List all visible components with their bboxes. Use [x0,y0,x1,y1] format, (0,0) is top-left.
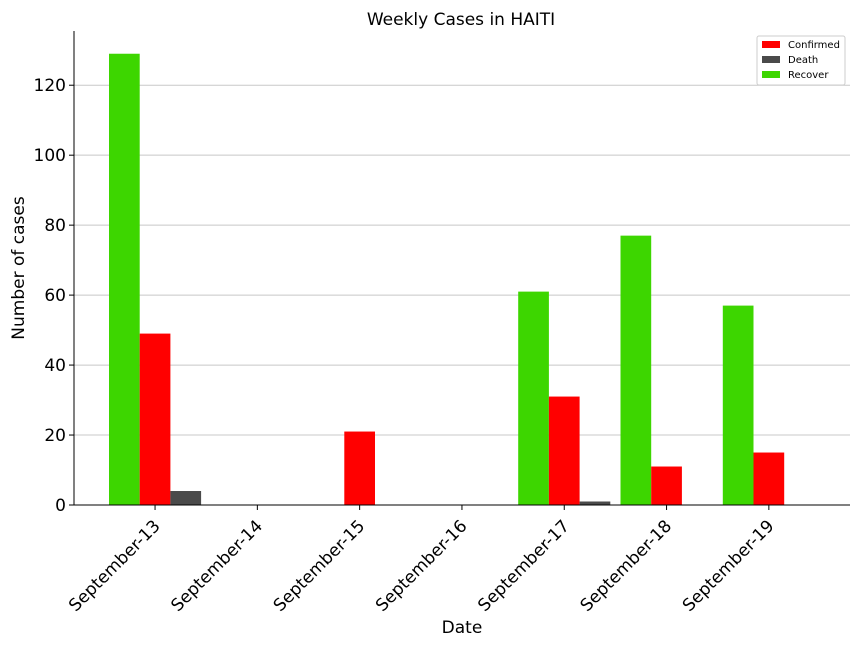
chart-title: Weekly Cases in HAITI [367,10,555,30]
bar [139,333,171,505]
gridlines [74,84,850,436]
bar [753,452,785,505]
x-tick-label: September-18 [577,516,676,615]
y-ticks: 0 20 40 60 80 100 120 [34,76,74,516]
y-tick-label: 60 [44,286,66,306]
x-axis-label: Date [442,618,483,638]
legend-swatch [762,71,780,78]
bar [344,431,375,505]
bar [579,501,611,505]
bar [170,491,202,505]
x-tick-label: September-17 [474,516,573,615]
legend-swatch [762,41,780,48]
x-tick-label: September-15 [270,516,369,615]
x-tick-label: September-19 [679,516,778,615]
legend: Confirmed Death Recover [756,35,846,86]
bar [548,396,580,505]
y-tick-label: 120 [34,76,66,96]
bar [620,235,652,505]
legend-label: Death [788,55,818,66]
y-tick-label: 100 [34,146,66,166]
x-tick-label: September-13 [65,516,164,615]
bar [722,305,754,505]
bar [651,466,682,505]
y-tick-label: 40 [44,356,66,376]
legend-swatch [762,56,780,63]
bar [518,291,549,505]
x-ticks: September-13 September-14 September-15 Sept… [65,505,778,616]
legend-label: Recover [788,70,829,81]
x-tick-label: September-16 [372,516,471,615]
x-tick-label: September-14 [167,516,266,615]
y-tick-label: 0 [55,496,66,516]
y-tick-label: 80 [44,216,66,236]
bars [109,53,785,505]
legend-label: Confirmed [788,40,840,51]
bar [109,53,140,505]
y-tick-label: 20 [44,426,66,446]
y-axis-label: Number of cases [9,196,29,340]
